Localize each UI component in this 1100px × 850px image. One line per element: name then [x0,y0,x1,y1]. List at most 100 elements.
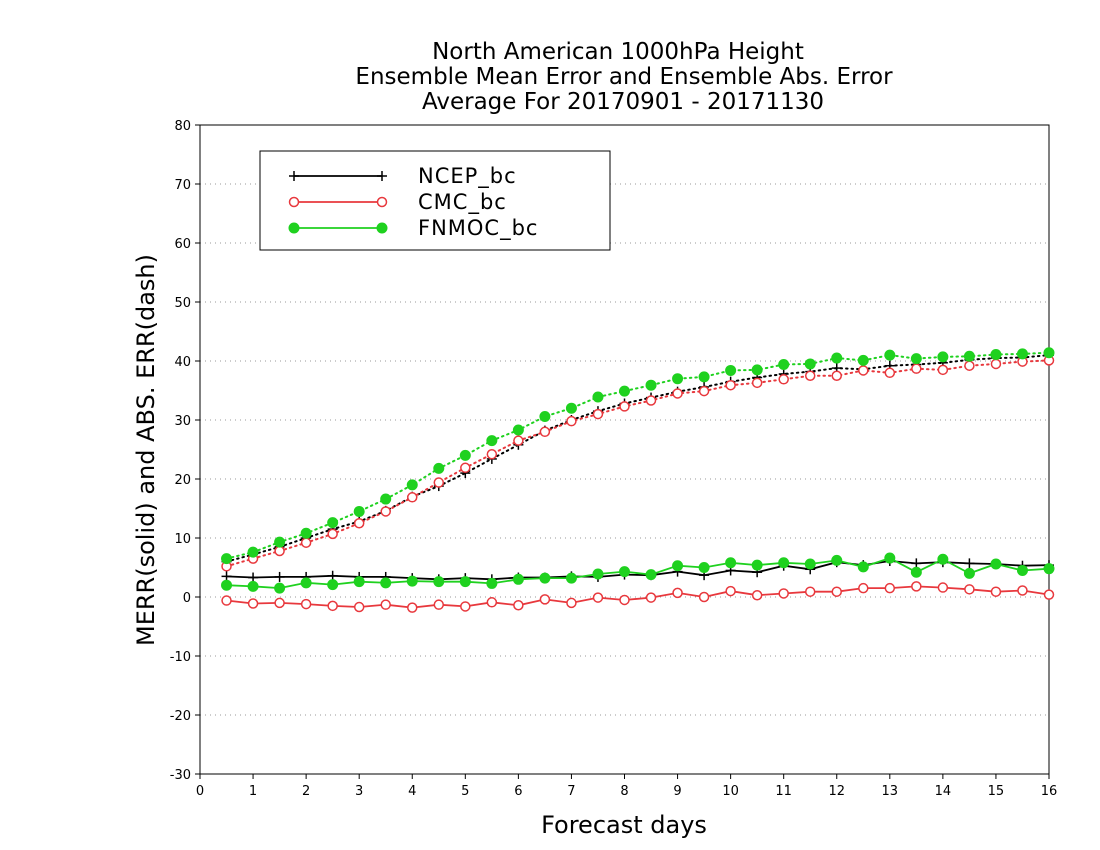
series-cmc-merr-point [327,600,338,612]
series-cmc-merr-point [486,597,498,608]
y-tick-label: 20 [174,473,191,488]
series-cmc-merr-point [407,602,418,613]
series-ncep-merr-point [911,558,922,569]
series-cmc-abs-err-point [486,448,498,460]
series-ncep-merr-point [248,572,259,583]
series-cmc-abs-err-point [274,545,285,557]
series-cmc-merr-point [353,601,365,613]
series-fnmoc-abs-err-point [353,505,365,517]
series-fnmoc-abs-err-point [300,527,312,539]
series-fnmoc-merr-point [380,577,392,589]
legend-sample-ncep [289,171,387,181]
series-fnmoc-abs-err-point [672,373,684,385]
series-fnmoc-merr-point [406,575,418,587]
series-cmc-abs-err-point [645,395,657,406]
series-cmc-abs-err-point [672,388,683,399]
series-cmc-merr-point [274,597,285,609]
x-tick-label: 13 [882,784,899,799]
series-fnmoc-merr-point [459,576,471,588]
series-fnmoc-abs-err-point [486,435,498,447]
series-fnmoc-merr-point [1043,563,1055,575]
series-fnmoc-abs-err-point [565,402,577,414]
x-tick-label: 10 [722,784,739,799]
chart-title-line-1: North American 1000hPa Height [432,39,804,65]
series-fnmoc-merr-point [884,552,896,564]
series-cmc-abs-err-point [911,363,922,374]
series-fnmoc-merr-point [433,576,445,588]
series-fnmoc-abs-err-point [725,364,737,376]
series-cmc-abs-err-point [619,401,630,412]
series-cmc-merr-point [751,589,763,601]
series-cmc-abs-err-point [964,360,975,371]
y-tick-label: 0 [183,591,191,606]
series-cmc-abs-err-point [990,358,1002,370]
x-tick-label: 6 [514,784,522,799]
series-fnmoc-abs-err-point [539,410,551,422]
series-fnmoc-merr [221,552,1055,594]
legend-marker-cmc [288,196,300,208]
legend-sample-fnmoc [288,222,388,234]
series-cmc-abs-err-point [937,364,949,376]
series-fnmoc-merr-point [645,569,657,581]
series-cmc-merr-point [725,585,736,597]
series-fnmoc-abs-err-point [592,391,604,403]
series-cmc-merr-point [645,592,657,603]
series-fnmoc-merr-point [963,567,975,579]
series-fnmoc-abs-err-point [937,351,949,363]
x-tick-label: 16 [1041,784,1058,799]
series-fnmoc-abs-err [221,347,1055,565]
series-fnmoc-abs-err-point [751,364,763,376]
series-ncep-abs-err [221,350,1054,567]
series-cmc-merr-point [247,598,259,609]
y-tick-label: 70 [174,178,191,193]
series-fnmoc-abs-err-point [1016,348,1028,360]
series-cmc-merr-point [831,586,842,597]
series-cmc-merr-point [990,586,1002,597]
legend-label-ncep: NCEP_bc [418,164,517,189]
series-cmc-abs-err-point [433,477,445,488]
series-cmc-abs-err [221,355,1055,572]
series-fnmoc-merr-point [619,566,630,578]
series-cmc-merr-point [566,597,577,609]
series-fnmoc-merr-point [353,576,365,588]
legend-marker-fnmoc [288,222,300,234]
x-tick-label: 15 [988,784,1005,799]
x-tick-label: 8 [620,784,628,799]
series-cmc-abs-err-point [566,415,577,427]
chart-title: North American 1000hPa Height Ensemble M… [355,39,893,115]
series-cmc-abs-err-point [804,370,816,381]
axis-ticks [195,124,1050,779]
grid [200,183,1049,716]
series-cmc-merr-point [1017,585,1028,596]
series-cmc-abs-err-point [592,408,604,420]
series-cmc-merr-point [937,582,949,593]
series-ncep-merr-point [221,571,232,582]
x-axis-label: Forecast days [541,811,707,839]
series-cmc-abs-err-point [353,518,365,529]
series-cmc-merr-point [619,594,630,606]
series-fnmoc-merr-point [725,557,737,569]
series-cmc-merr-point [911,581,922,592]
x-tick-label: 3 [355,784,363,799]
series-fnmoc-abs-err-point [831,352,843,364]
series-cmc-abs-err-point [778,374,789,385]
series-cmc-abs-err-point [539,426,551,438]
y-tick-label: -30 [170,768,191,783]
x-tick-label: 12 [828,784,845,799]
x-tick-label: 9 [673,784,681,799]
x-tick-label: 4 [408,784,416,799]
legend-samples [288,171,388,234]
series-fnmoc-merr-point [327,579,339,591]
series-fnmoc-abs-err-point [698,371,710,383]
series-fnmoc-abs-err-point [433,462,445,474]
y-tick-label: 60 [174,237,191,252]
y-tick-label: 80 [174,119,191,134]
x-tick-label: 0 [196,784,204,799]
chart-title-line-3: Average For 20170901 - 20171130 [422,89,824,115]
series-fnmoc-merr-point [592,568,604,580]
series-cmc-merr-point [592,592,604,603]
series-cmc-merr-point [698,591,710,603]
series-fnmoc-abs-err-point [274,536,286,548]
